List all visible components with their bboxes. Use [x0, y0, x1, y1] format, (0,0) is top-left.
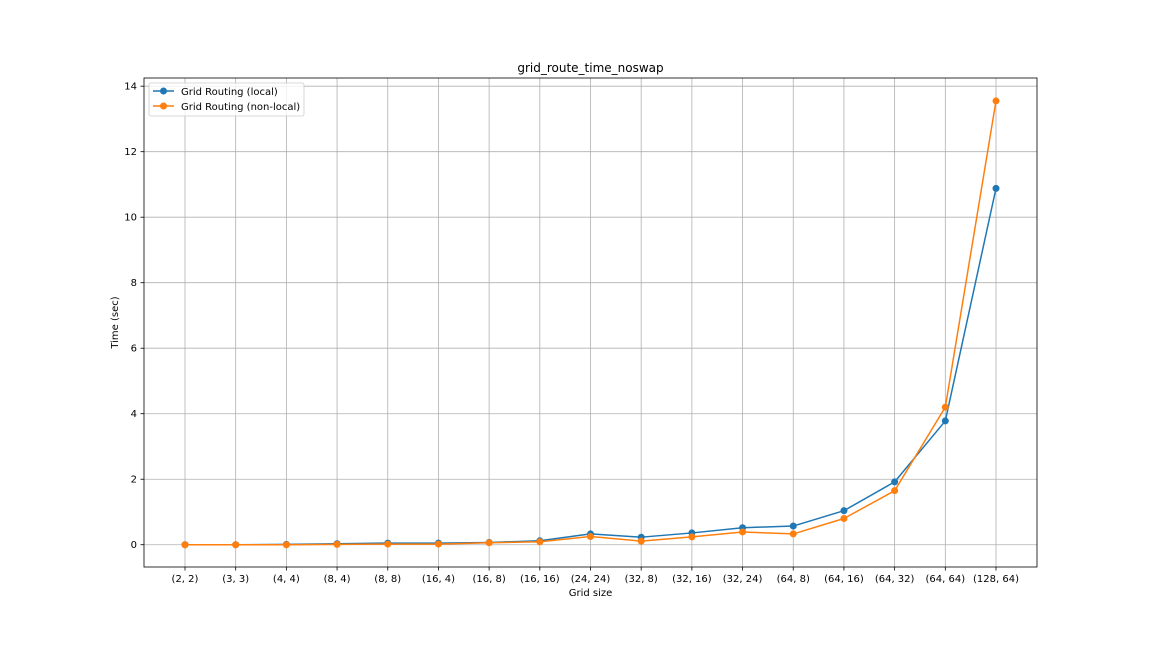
- legend-label-local: Grid Routing (local): [181, 87, 278, 98]
- grid-lines: [144, 78, 1037, 567]
- x-tick-label: (32, 8): [625, 574, 658, 585]
- data-point-local: [992, 184, 1000, 192]
- x-tick-label: (64, 32): [875, 574, 915, 585]
- data-point-non-local: [333, 540, 341, 548]
- data-point-non-local: [587, 533, 594, 541]
- chart-title: grid_route_time_noswap: [517, 61, 663, 75]
- x-tick-label: (128, 64): [973, 574, 1019, 585]
- data-point-non-local: [434, 540, 442, 548]
- y-axis-label: Time (sec): [110, 296, 121, 349]
- legend-marker-local: [160, 87, 167, 95]
- x-tick-label: (16, 8): [473, 574, 506, 585]
- data-point-non-local: [637, 537, 645, 545]
- data-point-non-local: [536, 538, 544, 546]
- y-tick-label: 8: [131, 278, 137, 289]
- x-tick-label: (8, 4): [324, 574, 351, 585]
- y-tick-label: 2: [131, 475, 137, 486]
- x-tick-label: (32, 16): [672, 574, 712, 585]
- y-tick-label: 6: [131, 344, 137, 355]
- data-point-non-local: [181, 541, 189, 549]
- legend: Grid Routing (local) Grid Routing (non-l…: [148, 82, 305, 117]
- y-tick-label: 14: [124, 82, 137, 93]
- data-point-non-local: [789, 530, 797, 538]
- data-point-non-local: [739, 528, 747, 536]
- axis-ticks: (2, 2) (3, 3) (4, 4) (8, 4) (8, 8) (16, 4) (16…: [124, 82, 1019, 585]
- data-point-non-local: [485, 539, 493, 547]
- data-point-local: [789, 522, 797, 530]
- x-tick-label: (16, 16): [520, 574, 560, 585]
- data-point-non-local: [891, 487, 899, 495]
- x-tick-label: (64, 16): [824, 574, 864, 585]
- legend-box: [148, 82, 305, 117]
- y-tick-label: 12: [124, 147, 137, 158]
- y-tick-label: 4: [131, 409, 137, 420]
- x-tick-label: (24, 24): [571, 574, 611, 585]
- y-tick-label: 10: [124, 213, 137, 224]
- data-point-local: [941, 417, 949, 425]
- legend-marker-non-local: [160, 102, 167, 110]
- legend-label-non-local: Grid Routing (non-local): [181, 102, 300, 113]
- x-tick-label: (64, 8): [777, 574, 810, 585]
- data-point-non-local: [941, 403, 949, 411]
- data-point-non-local: [992, 97, 1000, 105]
- y-tick-label: 0: [131, 540, 137, 551]
- x-tick-label: (3, 3): [222, 574, 249, 585]
- x-tick-label: (8, 8): [374, 574, 401, 585]
- x-tick-label: (32, 24): [723, 574, 763, 585]
- data-point-local: [891, 478, 899, 486]
- data-point-non-local: [232, 541, 240, 549]
- x-tick-label: (4, 4): [273, 574, 300, 585]
- x-tick-label: (64, 64): [926, 574, 966, 585]
- data-point-non-local: [384, 540, 392, 548]
- data-point-non-local: [282, 541, 290, 549]
- x-axis-label: Grid size: [569, 588, 613, 599]
- x-tick-label: (2, 2): [172, 574, 199, 585]
- data-point-local: [840, 507, 848, 515]
- data-point-non-local: [840, 515, 848, 523]
- series-layer: [181, 97, 1000, 549]
- x-tick-label: (16, 4): [422, 574, 455, 585]
- data-point-non-local: [688, 533, 696, 541]
